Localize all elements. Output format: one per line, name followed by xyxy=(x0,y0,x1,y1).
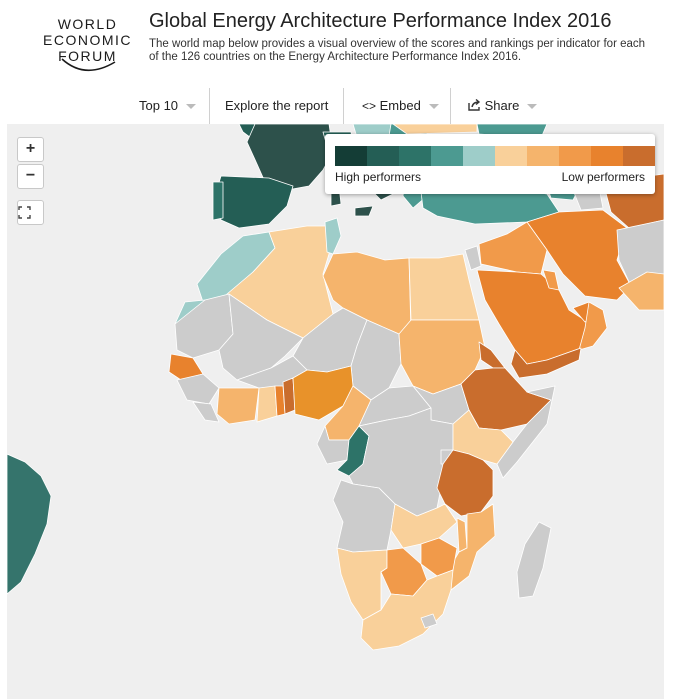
explore-report-link[interactable]: Explore the report xyxy=(225,88,328,124)
country-ukraine[interactable] xyxy=(392,124,478,135)
share-dropdown[interactable]: Share xyxy=(468,88,538,124)
country-sierra-leone-liberia[interactable] xyxy=(192,401,220,423)
chevron-down-icon xyxy=(527,104,538,110)
legend-swatch-9 xyxy=(591,146,623,166)
world-map[interactable]: + − High performers Low performers xyxy=(7,124,664,699)
fullscreen-button[interactable] xyxy=(17,200,44,225)
logo-line-2: ECONOMIC xyxy=(43,32,132,48)
toolbar-divider xyxy=(450,88,451,124)
country-malawi[interactable] xyxy=(456,517,468,553)
country-guinea[interactable] xyxy=(176,373,220,405)
embed-label: Embed xyxy=(379,98,421,113)
fullscreen-icon xyxy=(18,206,31,219)
country-tunisia[interactable] xyxy=(324,217,342,255)
legend-high-label: High performers xyxy=(335,170,422,184)
logo-line-3: FORUM xyxy=(58,48,117,64)
country-tanzania[interactable] xyxy=(436,449,494,517)
legend-swatch-3 xyxy=(399,146,431,166)
legend-swatch-6 xyxy=(495,146,527,166)
legend-swatch-10 xyxy=(623,146,655,166)
explore-report-label: Explore the report xyxy=(225,98,329,113)
chevron-down-icon xyxy=(186,104,197,110)
chevron-down-icon xyxy=(428,104,439,110)
toolbar-divider xyxy=(209,88,210,124)
country-zambia[interactable] xyxy=(390,503,458,549)
country-oman[interactable] xyxy=(578,301,608,351)
top-10-label: Top 10 xyxy=(139,98,179,113)
country-cote-divoire[interactable] xyxy=(216,387,260,425)
country-yemen[interactable] xyxy=(510,347,582,379)
toolbar-divider xyxy=(343,88,344,124)
country-brazil[interactable] xyxy=(7,453,52,595)
country-spain[interactable] xyxy=(214,175,294,229)
country-lesotho[interactable] xyxy=(420,613,438,629)
country-namibia[interactable] xyxy=(336,547,388,621)
country-kuwait-qatar[interactable] xyxy=(542,269,560,291)
page-title: Global Energy Architecture Performance I… xyxy=(149,10,612,32)
legend-swatch-1 xyxy=(335,146,367,166)
legend-swatch-5 xyxy=(463,146,495,166)
country-eritrea[interactable] xyxy=(478,341,506,369)
country-sicily[interactable] xyxy=(354,205,374,217)
zoom-in-button[interactable]: + xyxy=(17,137,44,162)
wef-logo: WORLD ECONOMIC FORUM xyxy=(40,14,135,80)
color-legend: High performers Low performers xyxy=(325,134,655,194)
logo-line-1: WORLD xyxy=(57,16,118,32)
zoom-out-button[interactable]: − xyxy=(17,164,44,189)
country-portugal[interactable] xyxy=(212,181,224,221)
legend-low-label: Low performers xyxy=(561,170,645,184)
country-sinai-israel[interactable] xyxy=(464,245,482,271)
top-10-dropdown[interactable]: Top 10 xyxy=(139,88,197,124)
country-ghana[interactable] xyxy=(256,385,278,423)
country-egypt[interactable] xyxy=(408,253,480,321)
country-mozambique[interactable] xyxy=(446,503,496,591)
legend-swatch-8 xyxy=(559,146,591,166)
page-subtitle: The world map below provides a visual ov… xyxy=(149,38,646,63)
legend-swatch-2 xyxy=(367,146,399,166)
country-pakistan[interactable] xyxy=(618,271,664,311)
country-south-africa[interactable] xyxy=(360,569,454,651)
share-label: Share xyxy=(484,98,520,113)
legend-swatch-4 xyxy=(431,146,463,166)
map-canvas[interactable] xyxy=(7,124,664,699)
toolbar: Top 10 Explore the report <> Embed Share xyxy=(0,88,681,124)
country-somalia[interactable] xyxy=(496,385,556,479)
embed-dropdown[interactable]: <> Embed xyxy=(362,88,439,124)
code-icon: <> xyxy=(362,99,377,113)
share-icon xyxy=(468,98,481,111)
logo-arc-icon xyxy=(61,58,116,72)
legend-swatches xyxy=(335,146,655,166)
legend-swatch-7 xyxy=(527,146,559,166)
country-madagascar[interactable] xyxy=(516,521,552,599)
